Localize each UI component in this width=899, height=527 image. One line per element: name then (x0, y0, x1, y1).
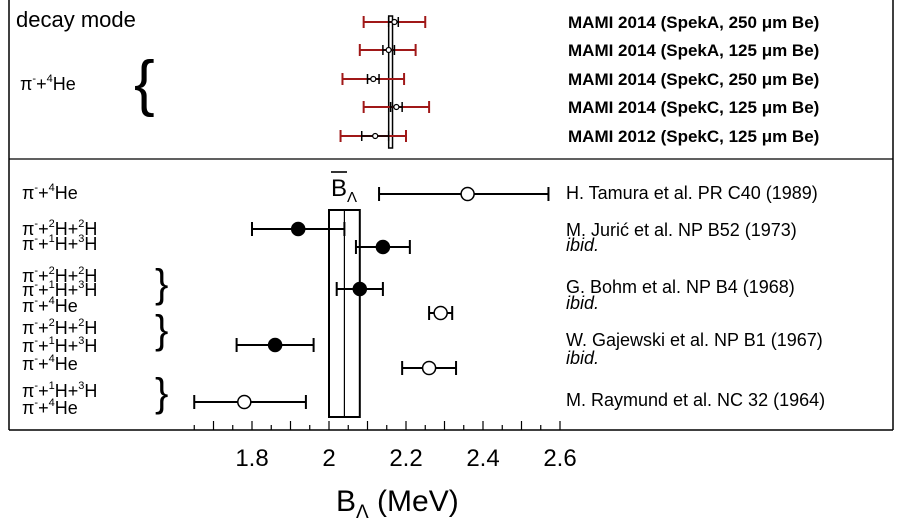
x-tick-label: 1.8 (235, 445, 268, 472)
top-point (385, 46, 392, 54)
top-point (391, 18, 398, 26)
mean-label-sub: Λ (347, 189, 357, 206)
bottom-point-open (421, 360, 437, 376)
bottom-mode-label: π-+2H+2H (22, 317, 97, 338)
bottom-mode-label: π-+2H+2H (22, 265, 97, 286)
bottom-point-filled (352, 281, 368, 297)
top-entry-label: MAMI 2014 (SpekA, 125 μm Be) (568, 41, 819, 60)
top-point (370, 75, 377, 83)
bottom-mode-brace: } (155, 262, 168, 306)
top-entry-label: MAMI 2012 (SpekC, 125 μm Be) (568, 127, 819, 146)
reference-label: ibid. (566, 235, 599, 255)
reference-label: W. Gajewski et al. NP B1 (1967) (566, 330, 823, 350)
bottom-point-open (237, 394, 252, 410)
bottom-mode-label: π-+4He (22, 353, 78, 374)
x-tick-label: 2.2 (389, 445, 422, 472)
reference-label: M. Jurić et al. NP B52 (1973) (566, 220, 797, 240)
mean-label-b: B (331, 175, 347, 202)
top-entry-label: MAMI 2014 (SpekC, 250 μm Be) (568, 70, 819, 89)
bottom-mode-label: π-+1H+3H (22, 279, 97, 300)
bottom-point-filled (290, 221, 306, 237)
bottom-mode-label: π-+1H+3H (22, 380, 97, 401)
decay-mode-header: decay mode (16, 7, 136, 32)
top-point (372, 132, 379, 140)
bottom-mode-label: π-+1H+3H (22, 335, 97, 356)
bottom-mode-label: π-+4He (22, 295, 78, 316)
top-entry-label: MAMI 2014 (SpekC, 125 μm Be) (568, 98, 819, 117)
x-tick-label: 2 (322, 445, 335, 472)
top-point (393, 103, 400, 111)
reference-label: ibid. (566, 348, 599, 368)
reference-label: M. Raymund et al. NC 32 (1964) (566, 390, 825, 410)
bottom-point-filled (267, 337, 283, 353)
x-tick-label: 2.4 (466, 445, 499, 472)
reference-label: ibid. (566, 293, 599, 313)
top-entry-label: MAMI 2014 (SpekA, 250 μm Be) (568, 13, 819, 32)
top-mean-band (387, 15, 394, 149)
reference-label: H. Tamura et al. PR C40 (1989) (566, 183, 818, 203)
top-mode-brace: { (134, 49, 155, 118)
bottom-mode-label: π-+4He (22, 397, 78, 418)
bottom-mode-label: π-+4He (22, 182, 78, 203)
reference-label: G. Bohm et al. NP B4 (1968) (566, 277, 795, 297)
top-mode-label: π-+4He (20, 73, 76, 94)
bottom-mode-brace: } (155, 371, 168, 415)
bottom-point-open (433, 305, 448, 321)
bottom-mode-brace: } (155, 308, 168, 352)
bottom-mode-label: π-+2H+2H (22, 218, 97, 239)
bottom-mode-label: π-+1H+3H (22, 233, 97, 254)
x-axis-title: BΛ (MeV) (336, 485, 459, 523)
bottom-point-open (460, 186, 475, 202)
bottom-point-filled (375, 239, 391, 255)
x-tick-label: 2.6 (543, 445, 576, 472)
